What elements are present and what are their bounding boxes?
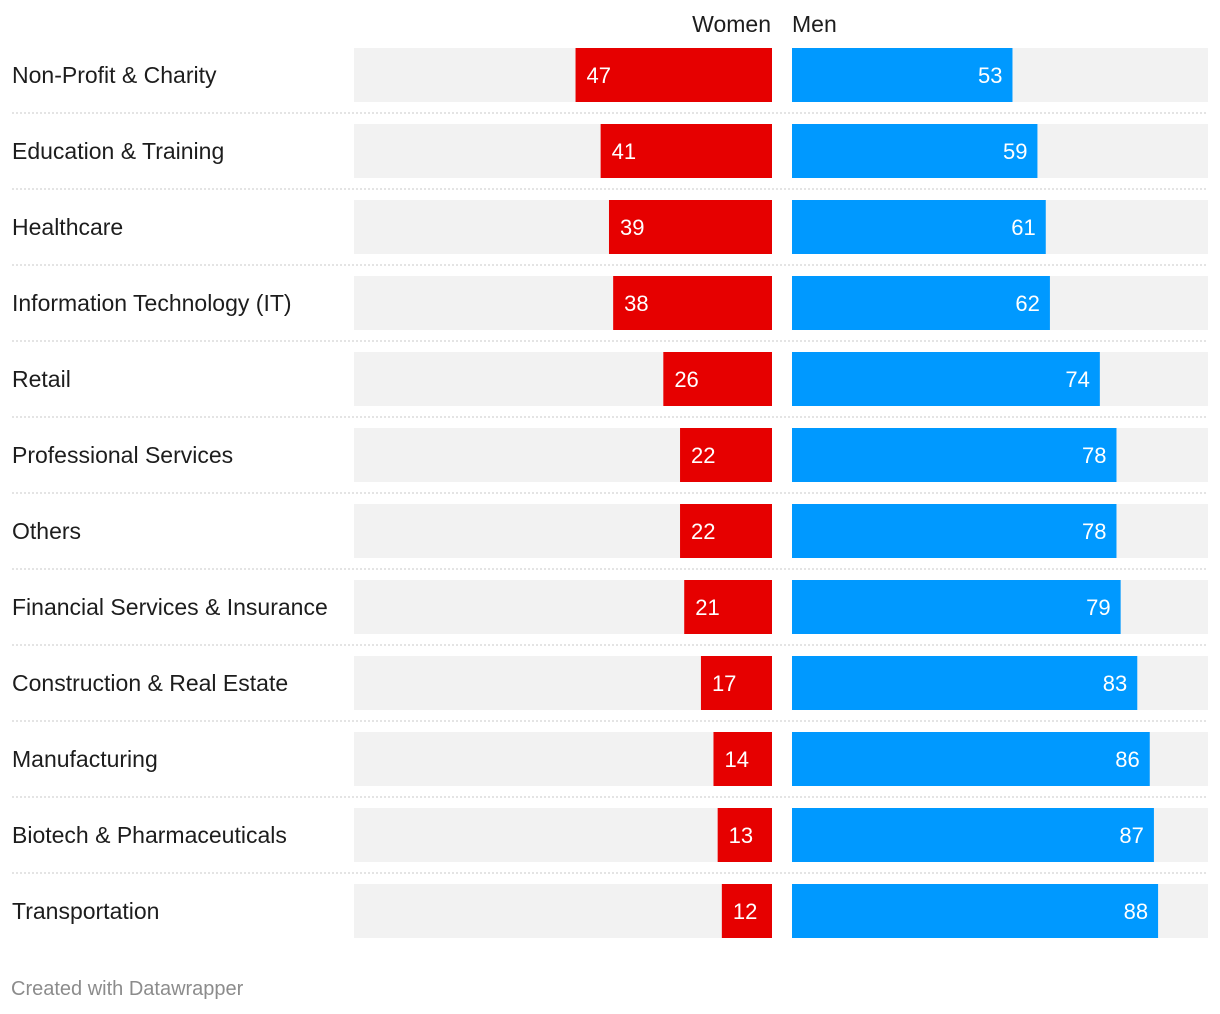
men-bar: [792, 504, 1117, 558]
legend-men: Men: [792, 11, 837, 37]
men-bar: [792, 884, 1159, 938]
category-label: Others: [12, 518, 81, 544]
category-label: Construction & Real Estate: [12, 670, 288, 696]
category-label: Retail: [12, 366, 71, 392]
men-bar: [792, 200, 1046, 254]
women-bar: [600, 124, 772, 178]
women-value-label: 26: [674, 367, 698, 392]
category-label: Professional Services: [12, 442, 233, 468]
category-label: Information Technology (IT): [12, 290, 292, 316]
category-label: Healthcare: [12, 214, 123, 240]
category-label: Transportation: [12, 898, 159, 924]
women-bar: [663, 352, 772, 406]
women-track: [354, 808, 772, 862]
men-bar: [792, 732, 1150, 786]
legend-women: Women: [692, 11, 771, 37]
men-value-label: 79: [1086, 595, 1110, 620]
men-value-label: 74: [1065, 367, 1089, 392]
men-value-label: 78: [1082, 443, 1106, 468]
women-bar: [680, 428, 772, 482]
women-value-label: 17: [712, 671, 736, 696]
women-bar: [684, 580, 772, 634]
women-track: [354, 884, 772, 938]
category-label: Education & Training: [12, 138, 224, 164]
women-bar: [613, 276, 772, 330]
category-label: Financial Services & Insurance: [12, 594, 328, 620]
women-bar: [700, 656, 772, 710]
men-value-label: 61: [1011, 215, 1035, 240]
men-value-label: 59: [1003, 139, 1027, 164]
women-bar: [680, 504, 772, 558]
men-bar: [792, 352, 1100, 406]
women-value-label: 38: [624, 291, 648, 316]
women-bar: [575, 48, 772, 102]
women-value-label: 22: [691, 519, 715, 544]
women-bar: [721, 884, 772, 938]
men-value-label: 88: [1124, 899, 1148, 924]
men-bar: [792, 656, 1138, 710]
women-value-label: 12: [733, 899, 757, 924]
footer-credit: Created with Datawrapper: [11, 978, 244, 1000]
women-value-label: 14: [724, 747, 748, 772]
women-bar: [717, 808, 772, 862]
category-label: Non-Profit & Charity: [12, 62, 217, 88]
women-track: [354, 732, 772, 786]
women-value-label: 21: [695, 595, 719, 620]
men-bar: [792, 428, 1117, 482]
men-value-label: 83: [1103, 671, 1127, 696]
men-value-label: 53: [978, 63, 1002, 88]
category-label: Manufacturing: [12, 746, 158, 772]
women-value-label: 41: [612, 139, 636, 164]
men-bar: [792, 276, 1050, 330]
women-bar: [608, 200, 772, 254]
women-value-label: 47: [587, 63, 611, 88]
women-value-label: 22: [691, 443, 715, 468]
women-value-label: 13: [729, 823, 753, 848]
men-value-label: 62: [1015, 291, 1039, 316]
men-value-label: 86: [1115, 747, 1139, 772]
women-value-label: 39: [620, 215, 644, 240]
women-bar: [713, 732, 772, 786]
men-bar: [792, 808, 1154, 862]
men-value-label: 87: [1119, 823, 1143, 848]
category-label: Biotech & Pharmaceuticals: [12, 822, 287, 848]
men-value-label: 78: [1082, 519, 1106, 544]
men-bar: [792, 48, 1013, 102]
men-bar: [792, 124, 1038, 178]
men-bar: [792, 580, 1121, 634]
